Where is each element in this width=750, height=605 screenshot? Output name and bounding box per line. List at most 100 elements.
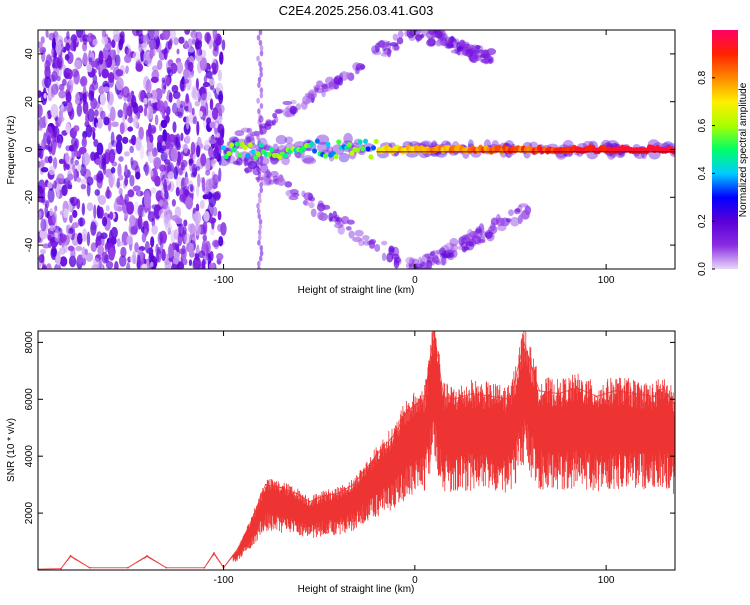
noise-blob xyxy=(171,199,176,207)
noise-blob xyxy=(192,34,196,45)
noise-blob xyxy=(170,147,179,163)
upper-arm-blob xyxy=(371,45,380,54)
lower-arm-blob xyxy=(471,235,482,245)
noise-blob xyxy=(202,234,207,242)
noise-blob xyxy=(41,196,46,204)
stripe-blob xyxy=(259,187,264,194)
noise-blob xyxy=(90,242,97,253)
noise-blob xyxy=(188,259,193,267)
colorbar-ticks: 0.0 0.2 0.4 0.6 0.8 xyxy=(697,70,715,276)
upper-arm-blob xyxy=(482,51,489,59)
noise-blob xyxy=(52,210,57,224)
stripe-blob xyxy=(259,66,263,73)
lower-arm-blob xyxy=(276,177,286,187)
noise-blob xyxy=(199,56,208,71)
lower-arm-blob xyxy=(316,203,326,212)
noise-blob xyxy=(86,231,91,247)
lower-arm-blob xyxy=(269,170,279,178)
noise-blob xyxy=(44,156,50,164)
noise-blob xyxy=(200,153,207,167)
noise-blob xyxy=(195,246,200,254)
upper-arm-blob xyxy=(333,75,343,85)
noise-blob xyxy=(126,235,134,246)
noise-blob xyxy=(209,159,217,165)
snr-y-label: SNR (10 * v/v) xyxy=(6,418,17,482)
band-core xyxy=(258,142,264,148)
noise-blob xyxy=(212,239,220,248)
y-tick-label: 8000 xyxy=(24,331,35,354)
upper-arm-blob xyxy=(274,108,284,114)
noise-blob xyxy=(102,47,109,60)
noise-blob xyxy=(70,157,74,165)
noise-blob xyxy=(48,165,56,176)
stripe-blob xyxy=(258,255,263,262)
upper-arm-blob xyxy=(272,112,278,119)
noise-blob xyxy=(103,116,110,126)
noise-blob xyxy=(183,143,189,154)
noise-blob xyxy=(104,242,111,250)
noise-blob xyxy=(95,121,103,128)
noise-blob xyxy=(101,68,110,79)
upper-arm-blob xyxy=(282,100,293,106)
lower-arm-blob xyxy=(259,163,269,174)
noise-blob xyxy=(95,239,99,248)
y-tick-label: -20 xyxy=(24,190,35,205)
noise-blob xyxy=(151,65,159,72)
noise-blob xyxy=(150,236,155,248)
band-core xyxy=(282,153,288,159)
snr-point xyxy=(69,554,72,557)
noise-blob xyxy=(68,79,75,86)
noise-blob xyxy=(175,136,180,144)
stripe-blob xyxy=(256,202,260,209)
snr-point xyxy=(423,398,426,401)
stripe-blob xyxy=(259,155,264,162)
noise-blob xyxy=(61,184,68,197)
noise-blob xyxy=(158,208,167,219)
noise-blob xyxy=(200,85,208,101)
noise-blob xyxy=(40,166,49,173)
noise-blob xyxy=(39,229,48,240)
noise-blob xyxy=(135,63,144,72)
snr-point xyxy=(238,546,240,549)
snr-point xyxy=(614,389,617,392)
noise-blob xyxy=(164,115,170,123)
noise-blob xyxy=(154,87,163,101)
y-tick-label: 4000 xyxy=(24,445,35,468)
noise-blob xyxy=(57,117,63,125)
noise-blob xyxy=(84,248,88,256)
noise-blob xyxy=(118,174,124,181)
noise-blob xyxy=(67,173,74,181)
noise-blob xyxy=(63,208,69,219)
stripe-blob xyxy=(257,229,262,236)
band-core xyxy=(325,141,331,147)
band-glow xyxy=(257,156,270,166)
noise-blob xyxy=(105,205,110,212)
noise-blob xyxy=(96,142,104,156)
band-core xyxy=(266,151,272,158)
colorbar-gradient xyxy=(712,30,738,269)
band-glow xyxy=(228,136,240,144)
noise-blob xyxy=(133,115,139,128)
noise-blob xyxy=(157,134,164,143)
noise-blob xyxy=(76,103,83,117)
noise-blob xyxy=(204,139,210,151)
noise-blob xyxy=(77,232,83,245)
noise-blob xyxy=(49,208,54,217)
noise-blob xyxy=(72,209,78,219)
noise-blob xyxy=(87,108,95,123)
noise-blob xyxy=(209,138,217,145)
stripe-blob xyxy=(257,234,262,241)
band-core xyxy=(354,147,360,153)
upper-arm-blob xyxy=(315,87,324,94)
upper-arm-blob xyxy=(484,55,495,65)
noise-blob xyxy=(135,171,141,180)
noise-blob xyxy=(122,136,129,144)
lower-arm-blob xyxy=(510,216,520,227)
band-core xyxy=(373,138,379,144)
noise-blob xyxy=(147,30,155,41)
noise-blob xyxy=(101,153,107,166)
snr-x-label: Height of straight line (km) xyxy=(298,584,415,595)
noise-blob xyxy=(193,256,201,269)
noise-blob xyxy=(132,51,141,62)
